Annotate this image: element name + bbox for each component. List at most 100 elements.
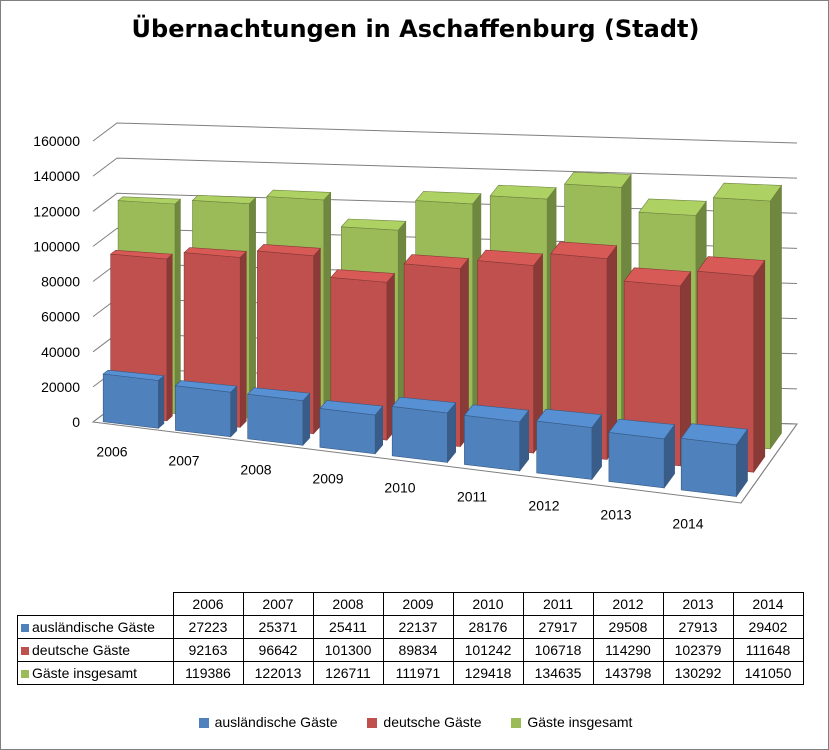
floor-right-edge	[740, 423, 798, 504]
bar-top	[191, 194, 257, 205]
bar-2009	[330, 269, 396, 441]
legend-swatch	[198, 718, 209, 728]
x-tick-label: 2007	[168, 453, 199, 469]
legend: ausländische Gäste deutsche Gäste Gäste …	[1, 714, 829, 730]
bar-2014	[680, 423, 749, 498]
bar-top	[564, 171, 632, 188]
table-cell: 29402	[732, 615, 804, 639]
bar-top	[638, 198, 707, 216]
bar-top	[117, 196, 182, 205]
bar-top	[102, 369, 165, 381]
table-cell: 28176	[452, 615, 524, 639]
bar-2013	[608, 418, 676, 489]
table-cell: 130292	[662, 661, 734, 685]
bar-2007	[174, 380, 238, 438]
bar-top	[415, 191, 482, 205]
bar-front	[608, 432, 665, 489]
bar-side	[174, 198, 181, 415]
series-key-swatch	[21, 624, 29, 632]
series-key-swatch	[21, 670, 29, 678]
table-cell: 25371	[242, 615, 314, 639]
table-cell: 129418	[452, 661, 524, 685]
bar-top	[550, 241, 618, 260]
bar-front	[102, 373, 159, 429]
bar-side	[302, 392, 311, 447]
bar-top	[340, 218, 407, 231]
bar-top	[608, 418, 676, 440]
bar-top	[696, 256, 766, 277]
bar-front	[680, 437, 737, 497]
bar-2009	[319, 400, 384, 455]
y-tick-label: 120000	[33, 203, 80, 219]
table-cell: 101242	[452, 638, 524, 662]
bar-top	[266, 189, 332, 201]
table-cell: 27917	[522, 615, 594, 639]
bar-top	[403, 254, 470, 270]
gridline	[92, 157, 798, 179]
table-cell: 89834	[382, 638, 454, 662]
table-col-header: 2008	[312, 592, 384, 616]
bar-top	[680, 423, 749, 446]
bar-top	[247, 387, 311, 402]
x-tick-label: 2009	[312, 471, 343, 487]
legend-item: deutsche Gäste	[367, 714, 481, 730]
y-tick-label: 20000	[41, 379, 80, 395]
table-row: Gäste insgesamt 119386 122013 126711 111…	[17, 661, 804, 685]
bar-top	[256, 244, 322, 257]
table-col-header: 2010	[452, 592, 524, 616]
bar-side	[753, 259, 766, 474]
table-col-header: 2012	[592, 592, 664, 616]
table-cell: 114290	[592, 638, 664, 662]
bar-side	[323, 191, 332, 424]
table-cell: 29508	[592, 615, 664, 639]
x-tick-label: 2008	[240, 462, 271, 478]
table-cell: 27913	[662, 615, 734, 639]
bar-2008	[256, 244, 322, 435]
bar-2010	[391, 396, 457, 464]
y-tick-label: 0	[72, 414, 80, 430]
table-cell: 92163	[172, 638, 244, 662]
y-tick-label: 60000	[41, 309, 80, 325]
bar-top	[476, 249, 544, 266]
table-col-header: 2009	[382, 592, 454, 616]
table-cell: 106718	[522, 638, 594, 662]
bar-2014	[696, 256, 766, 474]
bar-top	[319, 400, 384, 416]
table-cell: 101300	[312, 638, 384, 662]
x-tick-label: 2011	[457, 489, 487, 505]
table-row: ausländische Gäste 27223 25371 25411 221…	[17, 615, 804, 639]
bar-side	[313, 247, 321, 435]
series-name: deutsche Gäste	[32, 642, 131, 658]
bar-side	[249, 196, 256, 419]
bar-front	[247, 393, 304, 446]
bar-top	[712, 182, 783, 202]
x-tick-label: 2012	[528, 498, 559, 514]
chart-title: Übernachtungen in Aschaffenburg (Stadt)	[131, 15, 700, 43]
legend-label: Gäste insgesamt	[527, 714, 633, 730]
table-corner	[17, 592, 174, 616]
bar-side	[769, 184, 782, 450]
table-cell: 122013	[242, 661, 314, 685]
bar-top	[536, 408, 603, 428]
table-cell: 111971	[382, 661, 454, 685]
bar-2006	[102, 369, 165, 429]
table-row-header: ausländische Gäste	[17, 615, 174, 639]
table-cell: 141050	[732, 661, 804, 685]
table-header-row: 2006 2007 2008 2009 2010 2011 2012 2013 …	[17, 592, 804, 616]
legend-item: Gäste insgesamt	[511, 714, 632, 730]
bar-top	[623, 267, 692, 287]
chart-plot-3d: 0 20000 40000 60000 80000 100000 120000 140000 1…	[33, 122, 798, 532]
table-col-header: 2014	[732, 592, 804, 616]
y-tick-label: 140000	[33, 168, 80, 184]
table-col-header: 2007	[242, 592, 314, 616]
table-cell: 22137	[382, 615, 454, 639]
table-cell: 27223	[172, 615, 244, 639]
x-tick-label: 2006	[96, 444, 127, 460]
x-tick-label: 2013	[600, 507, 631, 523]
table-cell: 111648	[732, 638, 804, 662]
bar-top	[463, 404, 530, 423]
table-col-header: 2006	[172, 592, 244, 616]
bar-2011	[463, 404, 530, 472]
table-cell: 143798	[592, 661, 664, 685]
